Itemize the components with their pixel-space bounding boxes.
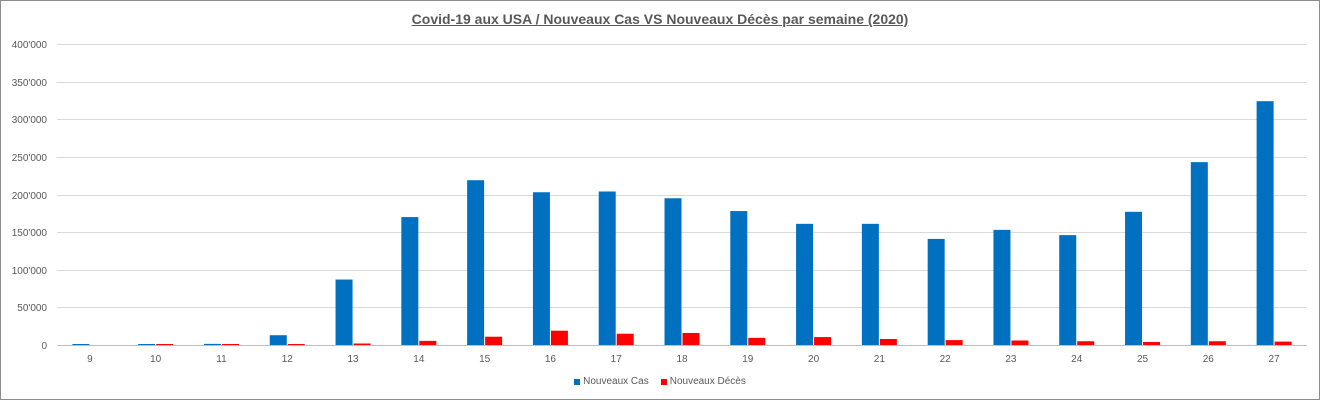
- bar-series-2-week-27: [1274, 341, 1292, 345]
- x-tick-label: 19: [742, 354, 754, 365]
- x-tick-label: 9: [87, 354, 93, 365]
- bar-series-2-week-21: [879, 338, 897, 345]
- y-tick-label: 400'000: [12, 40, 48, 51]
- bar-series-1-week-13: [335, 279, 353, 345]
- x-tick-label: 16: [545, 354, 557, 365]
- y-tick-label: 200'000: [12, 191, 48, 202]
- bar-series-2-week-23: [1011, 340, 1029, 345]
- x-tick-label: 20: [808, 354, 820, 365]
- bar-series-1-week-22: [927, 238, 945, 345]
- chart-plot-area: 0 50'000 100'000 150'000 200'000 250'000 300'0…: [12, 40, 1307, 365]
- bar-series-2-week-26: [1208, 341, 1226, 345]
- bar-series-2-week-24: [1077, 341, 1095, 345]
- bar-series-1-week-21: [861, 223, 879, 345]
- x-tick-label: 11: [216, 354, 227, 365]
- bar-series-2-week-16: [550, 330, 568, 345]
- bar-series-1-week-20: [796, 223, 814, 345]
- y-tick-label: 0: [41, 341, 47, 352]
- bar-series-2-week-14: [419, 340, 437, 345]
- legend-swatch-series-1: [574, 378, 581, 385]
- x-tick-label: 22: [940, 354, 952, 365]
- x-tick-label: 26: [1203, 354, 1215, 365]
- bar-series-1-week-11: [203, 343, 221, 345]
- legend-item-series-2: Nouveaux Décès: [660, 376, 746, 387]
- legend-label-series-1: Nouveaux Cas: [583, 376, 649, 387]
- y-tick-label: 350'000: [12, 78, 48, 89]
- bar-series-2-week-25: [1143, 341, 1161, 345]
- y-tick-label: 300'000: [12, 115, 48, 126]
- x-tick-label: 14: [413, 354, 425, 365]
- bar-series-1-week-12: [269, 335, 287, 345]
- bar-series-1-week-24: [1059, 235, 1077, 345]
- bar-series-2-week-18: [682, 332, 700, 345]
- bar-series-1-week-17: [598, 191, 616, 345]
- x-tick-label: 23: [1005, 354, 1017, 365]
- y-tick-label: 100'000: [12, 266, 48, 277]
- bar-series-2-week-17: [616, 333, 634, 345]
- chart-title: Covid-19 aux USA / Nouveaux Cas VS Nouve…: [411, 11, 909, 27]
- x-tick-label: 25: [1137, 354, 1149, 365]
- x-tick-label: 21: [874, 354, 886, 365]
- bar-series-2-week-13: [353, 343, 371, 345]
- legend-swatch-series-2: [660, 378, 667, 385]
- bar-series-2-week-11: [221, 344, 239, 345]
- bar-series-1-week-25: [1125, 211, 1143, 345]
- bar-series-2-week-20: [814, 337, 832, 345]
- x-tick-label: 15: [479, 354, 491, 365]
- bar-series-1-week-18: [664, 198, 682, 345]
- bar-series-1-week-19: [730, 211, 748, 345]
- x-tick-label: 12: [282, 354, 294, 365]
- bar-series-1-week-15: [467, 180, 485, 345]
- x-tick-label: 27: [1269, 354, 1281, 365]
- bar-series-1-week-26: [1190, 162, 1208, 345]
- y-tick-label: 150'000: [12, 228, 48, 239]
- legend-item-series-1: Nouveaux Cas: [574, 376, 649, 387]
- bar-series-2-week-12: [287, 344, 305, 345]
- x-tick-label: 10: [150, 354, 162, 365]
- x-tick-label: 13: [347, 354, 359, 365]
- bar-series-1-week-14: [401, 217, 419, 345]
- legend-label-series-2: Nouveaux Décès: [669, 376, 746, 387]
- bar-series-2-week-10: [156, 344, 174, 345]
- bar-series-1-week-10: [138, 344, 156, 345]
- y-tick-label: 250'000: [12, 153, 48, 164]
- bar-series-1-week-27: [1256, 101, 1274, 345]
- chart-legend: Nouveaux Cas Nouveaux Décès: [0, 376, 1320, 387]
- x-tick-label: 18: [676, 354, 688, 365]
- y-tick-label: 50'000: [17, 303, 47, 314]
- bar-series-1-week-9: [72, 344, 90, 345]
- bar-series-1-week-16: [532, 192, 550, 345]
- bar-series-2-week-22: [945, 340, 963, 345]
- bar-series-2-week-19: [748, 337, 766, 345]
- x-tick-label: 24: [1071, 354, 1083, 365]
- bar-series-1-week-23: [993, 229, 1011, 345]
- x-tick-label: 17: [611, 354, 623, 365]
- bar-series-2-week-15: [485, 336, 503, 345]
